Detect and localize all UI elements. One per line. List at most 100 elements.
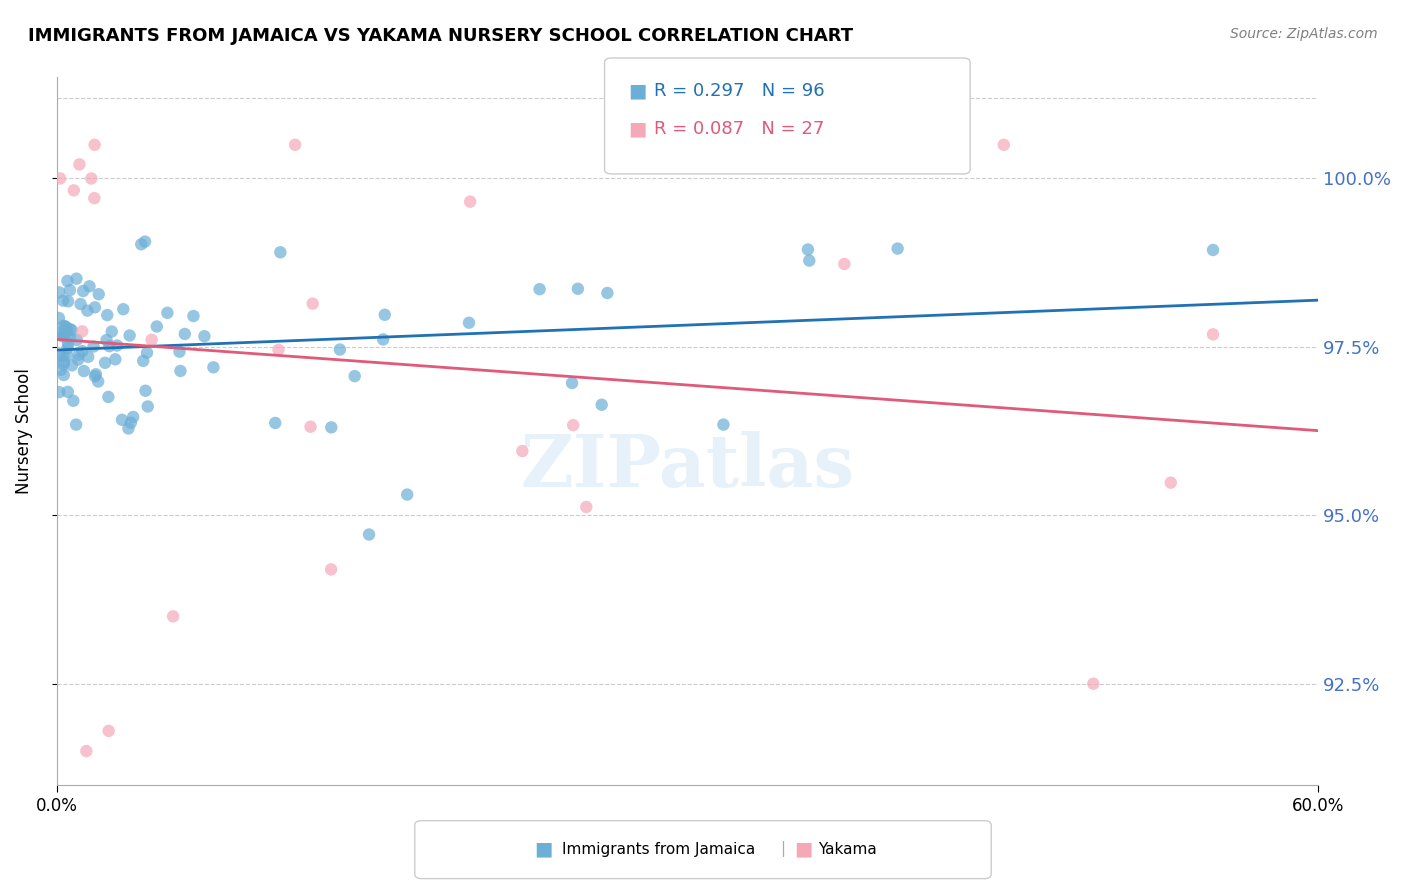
Point bbox=[96, 308, 118, 322]
Point bbox=[343, 369, 366, 384]
Point bbox=[797, 243, 820, 257]
Point bbox=[1202, 327, 1225, 342]
Point bbox=[87, 287, 110, 301]
Point bbox=[264, 416, 287, 430]
Point bbox=[96, 333, 118, 347]
Point bbox=[66, 333, 89, 347]
Point bbox=[56, 348, 79, 362]
Point bbox=[183, 309, 205, 323]
Point bbox=[87, 375, 110, 389]
Text: IMMIGRANTS FROM JAMAICA VS YAKAMA NURSERY SCHOOL CORRELATION CHART: IMMIGRANTS FROM JAMAICA VS YAKAMA NURSER… bbox=[28, 27, 853, 45]
Point bbox=[72, 284, 94, 298]
Point bbox=[993, 137, 1015, 152]
Text: R = 0.297   N = 96: R = 0.297 N = 96 bbox=[654, 82, 824, 100]
Point bbox=[56, 336, 79, 351]
Point bbox=[84, 301, 107, 315]
Point bbox=[75, 744, 97, 758]
Point bbox=[83, 191, 105, 205]
Point bbox=[357, 527, 380, 541]
Point bbox=[52, 329, 75, 343]
Point bbox=[72, 344, 94, 359]
Point bbox=[79, 279, 101, 293]
Point bbox=[156, 306, 179, 320]
Point bbox=[59, 283, 82, 297]
Point bbox=[97, 723, 120, 738]
Point bbox=[596, 285, 619, 300]
Point bbox=[67, 157, 90, 171]
Point bbox=[202, 360, 225, 375]
Point bbox=[713, 417, 735, 432]
Point bbox=[48, 285, 70, 300]
Point bbox=[120, 416, 142, 430]
Text: ZIPatlas: ZIPatlas bbox=[520, 431, 855, 502]
Point bbox=[76, 303, 98, 318]
Point bbox=[122, 410, 145, 425]
Point bbox=[458, 316, 481, 330]
Point bbox=[512, 444, 534, 458]
Point bbox=[100, 325, 122, 339]
Point bbox=[98, 339, 121, 353]
Text: R = 0.087   N = 27: R = 0.087 N = 27 bbox=[654, 120, 824, 138]
Point bbox=[1083, 676, 1105, 690]
Point bbox=[97, 390, 120, 404]
Point bbox=[80, 171, 103, 186]
Point bbox=[301, 296, 323, 310]
Point bbox=[529, 282, 551, 296]
Text: Yakama: Yakama bbox=[818, 842, 877, 856]
Point bbox=[169, 364, 191, 378]
Point bbox=[83, 339, 105, 353]
Point bbox=[52, 368, 75, 382]
Point bbox=[52, 326, 75, 341]
Point bbox=[77, 350, 100, 364]
Point bbox=[575, 500, 598, 514]
Point bbox=[193, 329, 215, 343]
Point bbox=[65, 271, 87, 285]
Text: ■: ■ bbox=[534, 839, 553, 859]
Point bbox=[561, 376, 583, 390]
Point bbox=[104, 352, 127, 367]
Point bbox=[105, 338, 128, 352]
Point bbox=[269, 245, 291, 260]
Point bbox=[48, 310, 70, 325]
Point bbox=[56, 274, 79, 288]
Point bbox=[56, 384, 79, 399]
Point bbox=[55, 324, 77, 338]
Point bbox=[59, 330, 82, 344]
Point bbox=[458, 194, 481, 209]
Text: ■: ■ bbox=[628, 120, 647, 139]
Point bbox=[112, 302, 135, 317]
Point bbox=[129, 237, 152, 252]
Point bbox=[591, 398, 613, 412]
Point bbox=[321, 420, 343, 434]
Text: ■: ■ bbox=[628, 81, 647, 101]
Point bbox=[62, 393, 84, 408]
Point bbox=[53, 328, 76, 343]
Point bbox=[134, 235, 156, 249]
Point bbox=[67, 352, 90, 367]
Point bbox=[60, 323, 83, 337]
Point bbox=[70, 324, 93, 338]
Y-axis label: Nursery School: Nursery School bbox=[15, 368, 32, 494]
Point bbox=[162, 609, 184, 624]
Point bbox=[63, 183, 86, 197]
Point bbox=[284, 137, 307, 152]
Point bbox=[267, 343, 290, 357]
Point bbox=[111, 413, 134, 427]
Point bbox=[117, 421, 139, 435]
Point bbox=[53, 319, 76, 334]
Point bbox=[146, 319, 169, 334]
Point bbox=[173, 326, 195, 341]
Point bbox=[48, 385, 70, 400]
Point bbox=[329, 343, 352, 357]
Point bbox=[67, 348, 90, 362]
Point bbox=[299, 419, 322, 434]
Point bbox=[84, 368, 107, 382]
Point bbox=[396, 487, 419, 501]
Point bbox=[83, 137, 105, 152]
Point bbox=[886, 242, 908, 256]
Text: ■: ■ bbox=[794, 839, 813, 859]
Point bbox=[567, 282, 589, 296]
Point bbox=[1160, 475, 1182, 490]
Point bbox=[52, 318, 75, 333]
Point bbox=[374, 308, 396, 322]
